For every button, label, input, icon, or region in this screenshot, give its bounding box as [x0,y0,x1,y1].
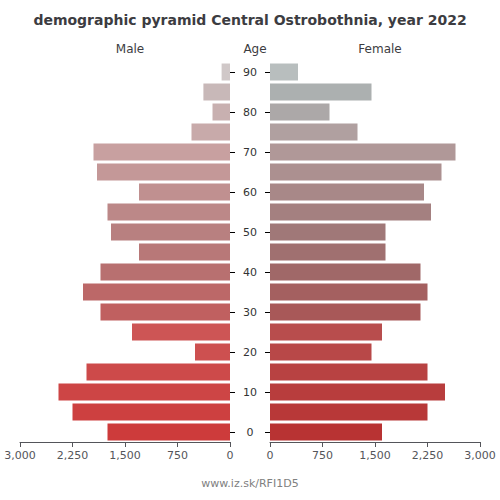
svg-text:90: 90 [243,66,257,79]
svg-text:10: 10 [243,386,257,399]
svg-text:3,000: 3,000 [4,449,36,462]
svg-text:70: 70 [243,146,257,159]
svg-text:60: 60 [243,186,257,199]
svg-text:80: 80 [243,106,257,119]
svg-text:www.iz.sk/RFI1D5: www.iz.sk/RFI1D5 [201,477,298,490]
svg-text:Male: Male [116,42,144,56]
svg-text:20: 20 [243,346,257,359]
svg-text:demographic pyramid Central Os: demographic pyramid Central Ostrobothnia… [33,12,466,28]
svg-text:2,250: 2,250 [57,449,89,462]
svg-text:Female: Female [358,42,401,56]
svg-text:3,000: 3,000 [464,449,496,462]
svg-text:2,250: 2,250 [412,449,444,462]
svg-text:0: 0 [267,449,274,462]
svg-text:40: 40 [243,266,257,279]
svg-text:0: 0 [227,449,234,462]
svg-text:0: 0 [247,426,254,439]
svg-text:1,500: 1,500 [109,449,141,462]
svg-text:750: 750 [312,449,333,462]
svg-text:30: 30 [243,306,257,319]
svg-text:50: 50 [243,226,257,239]
svg-text:Age: Age [243,42,266,56]
svg-text:750: 750 [167,449,188,462]
svg-text:1,500: 1,500 [359,449,391,462]
